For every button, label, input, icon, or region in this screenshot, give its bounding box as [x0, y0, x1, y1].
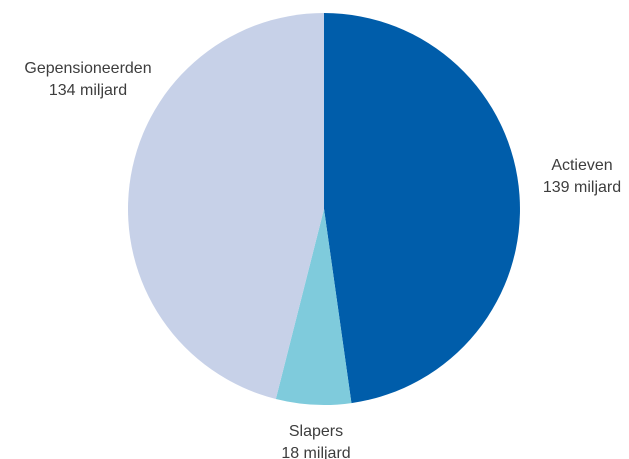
pie-slice-actieven	[324, 13, 520, 404]
label-actieven: Actieven 139 miljard	[543, 157, 621, 196]
slice-label-actieven-name: Actieven	[551, 157, 612, 174]
pie-slice-slapers	[275, 209, 352, 405]
slice-label-gepensioneerden-value: 134 miljard	[49, 82, 127, 99]
label-slapers: Slapers 18 miljard	[281, 423, 350, 459]
slice-label-slapers-value: 18 miljard	[281, 445, 350, 459]
slice-label-gepensioneerden-name: Gepensioneerden	[24, 60, 151, 77]
pie-slice-gepensioneerden	[127, 13, 324, 399]
slice-label-slapers-name: Slapers	[289, 423, 343, 440]
label-gepensioneerden: Gepensioneerden 134 miljard	[24, 60, 151, 99]
pie-slices	[127, 13, 520, 405]
slice-label-actieven-value: 139 miljard	[543, 179, 621, 196]
